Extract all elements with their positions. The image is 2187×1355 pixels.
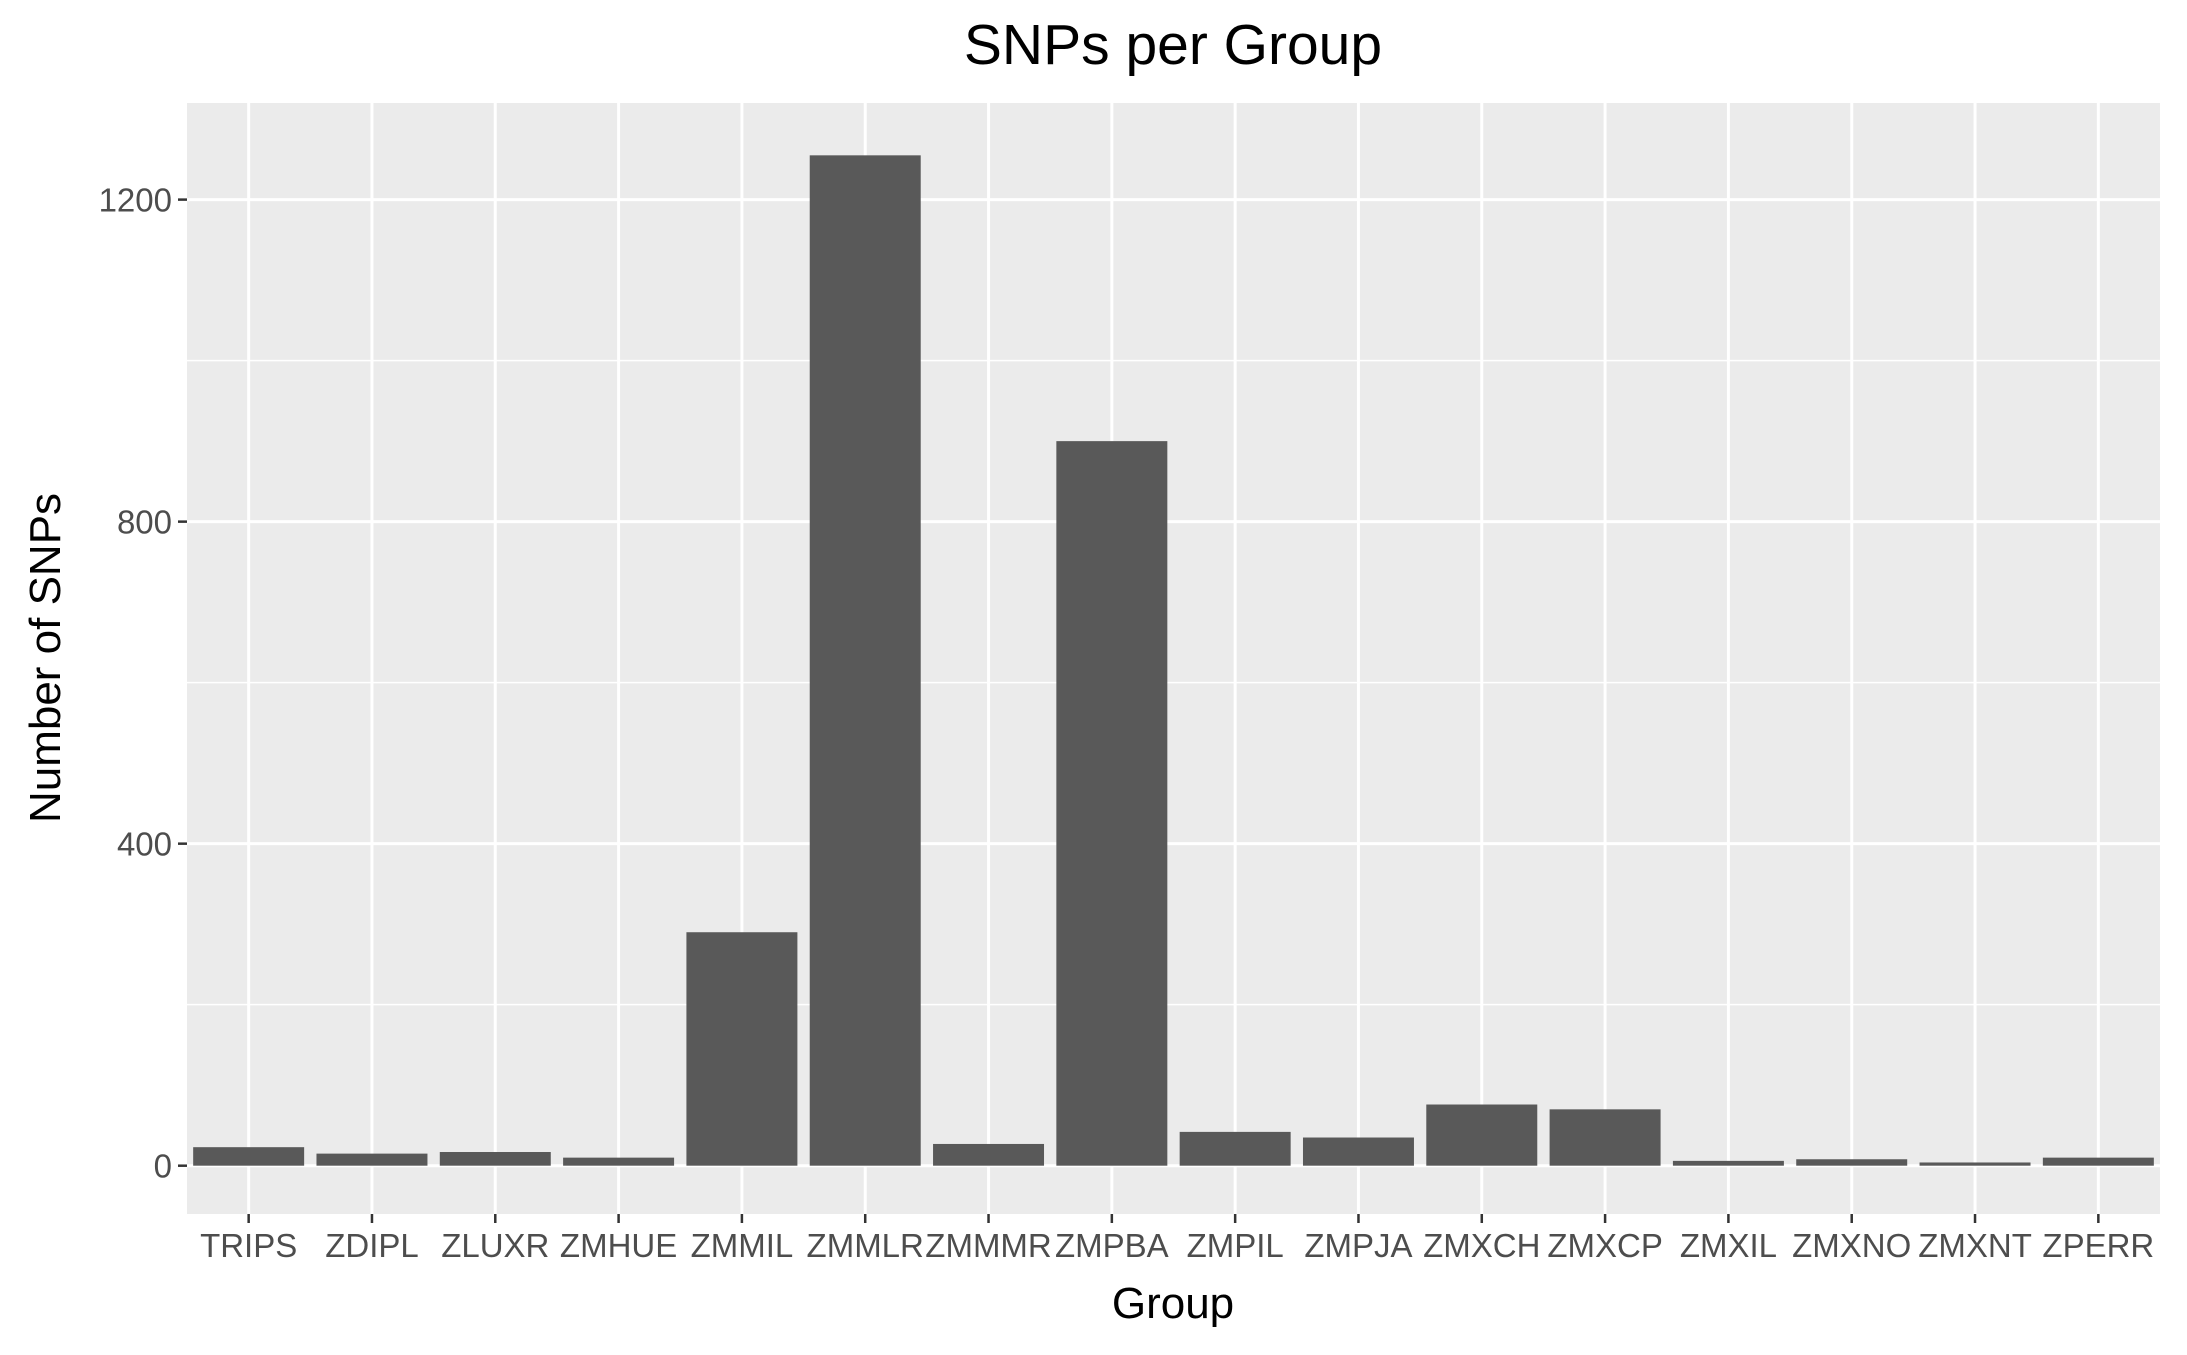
bar-zmmil [686,932,798,1166]
bar-zmxil [1672,1160,1784,1166]
bar-zmpil [1179,1131,1291,1166]
x-tick-label: ZDIPL [325,1227,419,1264]
x-tick-label: ZPERR [2042,1227,2154,1264]
bar-zmxno [1796,1159,1908,1166]
bars [193,155,2154,1166]
x-tick-label: ZMHUE [560,1227,677,1264]
x-axis: TRIPS ZDIPL ZLUXR ZMHUE ZMMIL ZMMLR ZMMMR ZMPBA… [200,1214,2154,1264]
x-tick-label: ZMPJA [1304,1227,1412,1264]
bar-zluxr [439,1152,551,1166]
bar-zdipl [316,1153,428,1166]
y-axis: 0 400 800 1200 [99,182,187,1185]
bar-zmpba [1056,441,1168,1166]
bar-zmxcp [1549,1109,1661,1166]
y-tick-label: 1200 [99,182,172,219]
bar-zmmlr [809,155,921,1166]
x-tick-label: ZLUXR [441,1227,549,1264]
bar-zmxnt [1919,1162,2031,1166]
x-tick-label: ZMXNO [1792,1227,1911,1264]
x-tick-label: ZMXNT [1918,1227,2032,1264]
x-tick-label: ZMXIL [1680,1227,1777,1264]
x-tick-label: TRIPS [200,1227,297,1264]
x-tick-label: ZMXCH [1423,1227,1540,1264]
x-tick-label: ZMPIL [1187,1227,1284,1264]
x-tick-label: ZMMLR [807,1227,924,1264]
bar-zmxch [1426,1104,1538,1166]
y-tick-label: 800 [117,504,172,541]
y-axis-title: Number of SNPs [21,493,70,823]
y-tick-label: 0 [154,1148,172,1185]
x-axis-title: Group [1112,1279,1234,1328]
x-tick-label: ZMMIL [691,1227,794,1264]
bar-trips [193,1147,305,1166]
chart-title: SNPs per Group [964,13,1382,77]
y-tick-label: 400 [117,826,172,863]
bar-zmpja [1302,1137,1414,1166]
x-tick-label: ZMMMR [925,1227,1051,1264]
x-tick-label: ZMPBA [1055,1227,1169,1264]
bar-zmhue [563,1157,675,1166]
x-tick-label: ZMXCP [1547,1227,1663,1264]
bar-zmmmr [933,1143,1045,1166]
bar-zperr [2042,1157,2154,1166]
plot-panel [187,103,2160,1214]
